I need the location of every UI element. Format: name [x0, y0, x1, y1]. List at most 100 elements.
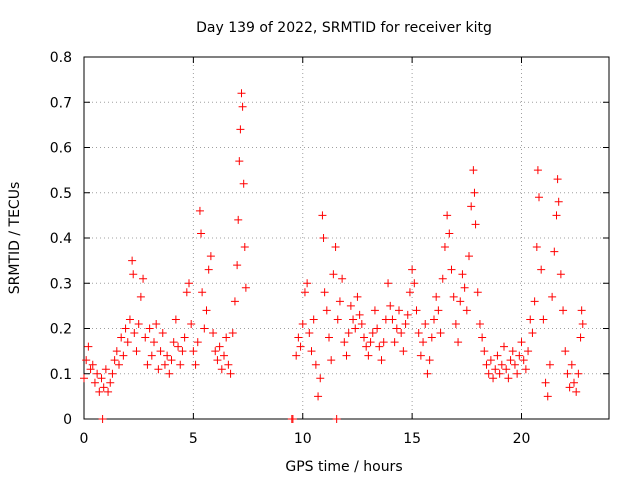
data-point	[500, 342, 508, 351]
data-point	[95, 387, 104, 396]
data-point	[182, 288, 191, 297]
data-point	[484, 369, 493, 378]
data-point	[121, 324, 130, 333]
data-point	[349, 315, 358, 324]
data-point	[556, 270, 565, 279]
data-point	[322, 306, 331, 315]
data-point	[167, 356, 176, 365]
data-point	[570, 378, 578, 387]
data-point	[451, 319, 460, 328]
y-tick-label: 0.5	[50, 186, 72, 202]
data-point	[141, 333, 150, 342]
data-point	[530, 297, 539, 306]
data-point	[456, 297, 465, 306]
x-axis-tick-labels: 0 5 10 15 20	[80, 431, 531, 447]
data-point	[357, 319, 366, 328]
data-point	[386, 301, 395, 310]
data-point	[307, 347, 316, 356]
data-point	[550, 247, 559, 256]
data-point	[554, 197, 563, 206]
data-point	[432, 292, 441, 301]
data-point	[327, 356, 336, 365]
data-point	[211, 347, 220, 356]
data-point	[399, 347, 408, 356]
chart-title: Day 139 of 2022, SRMTID for receiver kit…	[196, 20, 492, 36]
data-point	[220, 351, 228, 360]
data-point	[145, 324, 154, 333]
data-point	[178, 347, 187, 356]
data-point	[335, 297, 344, 306]
data-point	[388, 315, 397, 324]
data-point	[469, 166, 478, 175]
data-point	[395, 306, 403, 315]
data-point	[519, 356, 528, 365]
data-point	[561, 347, 570, 356]
data-point	[292, 351, 301, 360]
data-point	[397, 329, 406, 338]
data-point	[318, 211, 327, 220]
data-point	[535, 193, 543, 202]
data-point	[197, 229, 206, 238]
data-point	[553, 175, 562, 184]
grid-lines	[84, 57, 609, 419]
data-point	[163, 351, 172, 360]
data-point	[305, 329, 314, 338]
data-point	[171, 315, 180, 324]
data-point	[230, 297, 239, 306]
y-tick-label: 0.2	[50, 322, 72, 338]
data-point	[329, 270, 338, 279]
data-point	[543, 392, 552, 401]
data-point	[427, 333, 436, 342]
data-point	[119, 351, 128, 360]
data-point	[370, 306, 379, 315]
data-point	[449, 292, 458, 301]
data-point	[458, 270, 467, 279]
data-point	[156, 347, 165, 356]
data-point	[226, 369, 235, 378]
data-point	[224, 360, 233, 369]
data-point	[502, 365, 511, 374]
data-point	[233, 261, 242, 270]
data-point	[405, 288, 414, 297]
data-point	[366, 338, 375, 347]
data-point	[478, 333, 487, 342]
axis-ticks	[83, 56, 609, 420]
data-point	[454, 338, 463, 347]
data-point	[447, 265, 456, 274]
data-point	[239, 179, 248, 188]
data-point	[209, 329, 218, 338]
data-point	[143, 360, 152, 369]
data-point	[470, 188, 479, 197]
data-point	[401, 319, 410, 328]
data-point	[311, 360, 320, 369]
data-point	[176, 360, 185, 369]
data-point	[425, 356, 434, 365]
data-point	[333, 315, 342, 324]
data-point	[314, 392, 323, 401]
data-point	[340, 338, 349, 347]
data-point	[99, 383, 108, 392]
data-point	[403, 310, 412, 319]
data-point	[375, 342, 384, 351]
data-point	[545, 360, 554, 369]
data-point	[541, 378, 550, 387]
data-point	[508, 347, 517, 356]
data-point	[537, 265, 546, 274]
data-point	[319, 234, 328, 242]
data-point	[316, 374, 325, 383]
data-point	[572, 387, 581, 396]
data-point	[169, 338, 178, 347]
data-point	[115, 360, 123, 369]
data-point	[497, 360, 506, 369]
data-point	[578, 319, 587, 328]
data-point	[486, 356, 495, 365]
data-point	[332, 415, 341, 423]
data-point	[521, 365, 530, 374]
data-point	[524, 347, 533, 356]
x-tick-label: 10	[294, 431, 312, 447]
data-point	[443, 211, 452, 220]
data-point	[235, 157, 244, 166]
data-point	[108, 369, 117, 378]
data-point	[423, 369, 432, 378]
